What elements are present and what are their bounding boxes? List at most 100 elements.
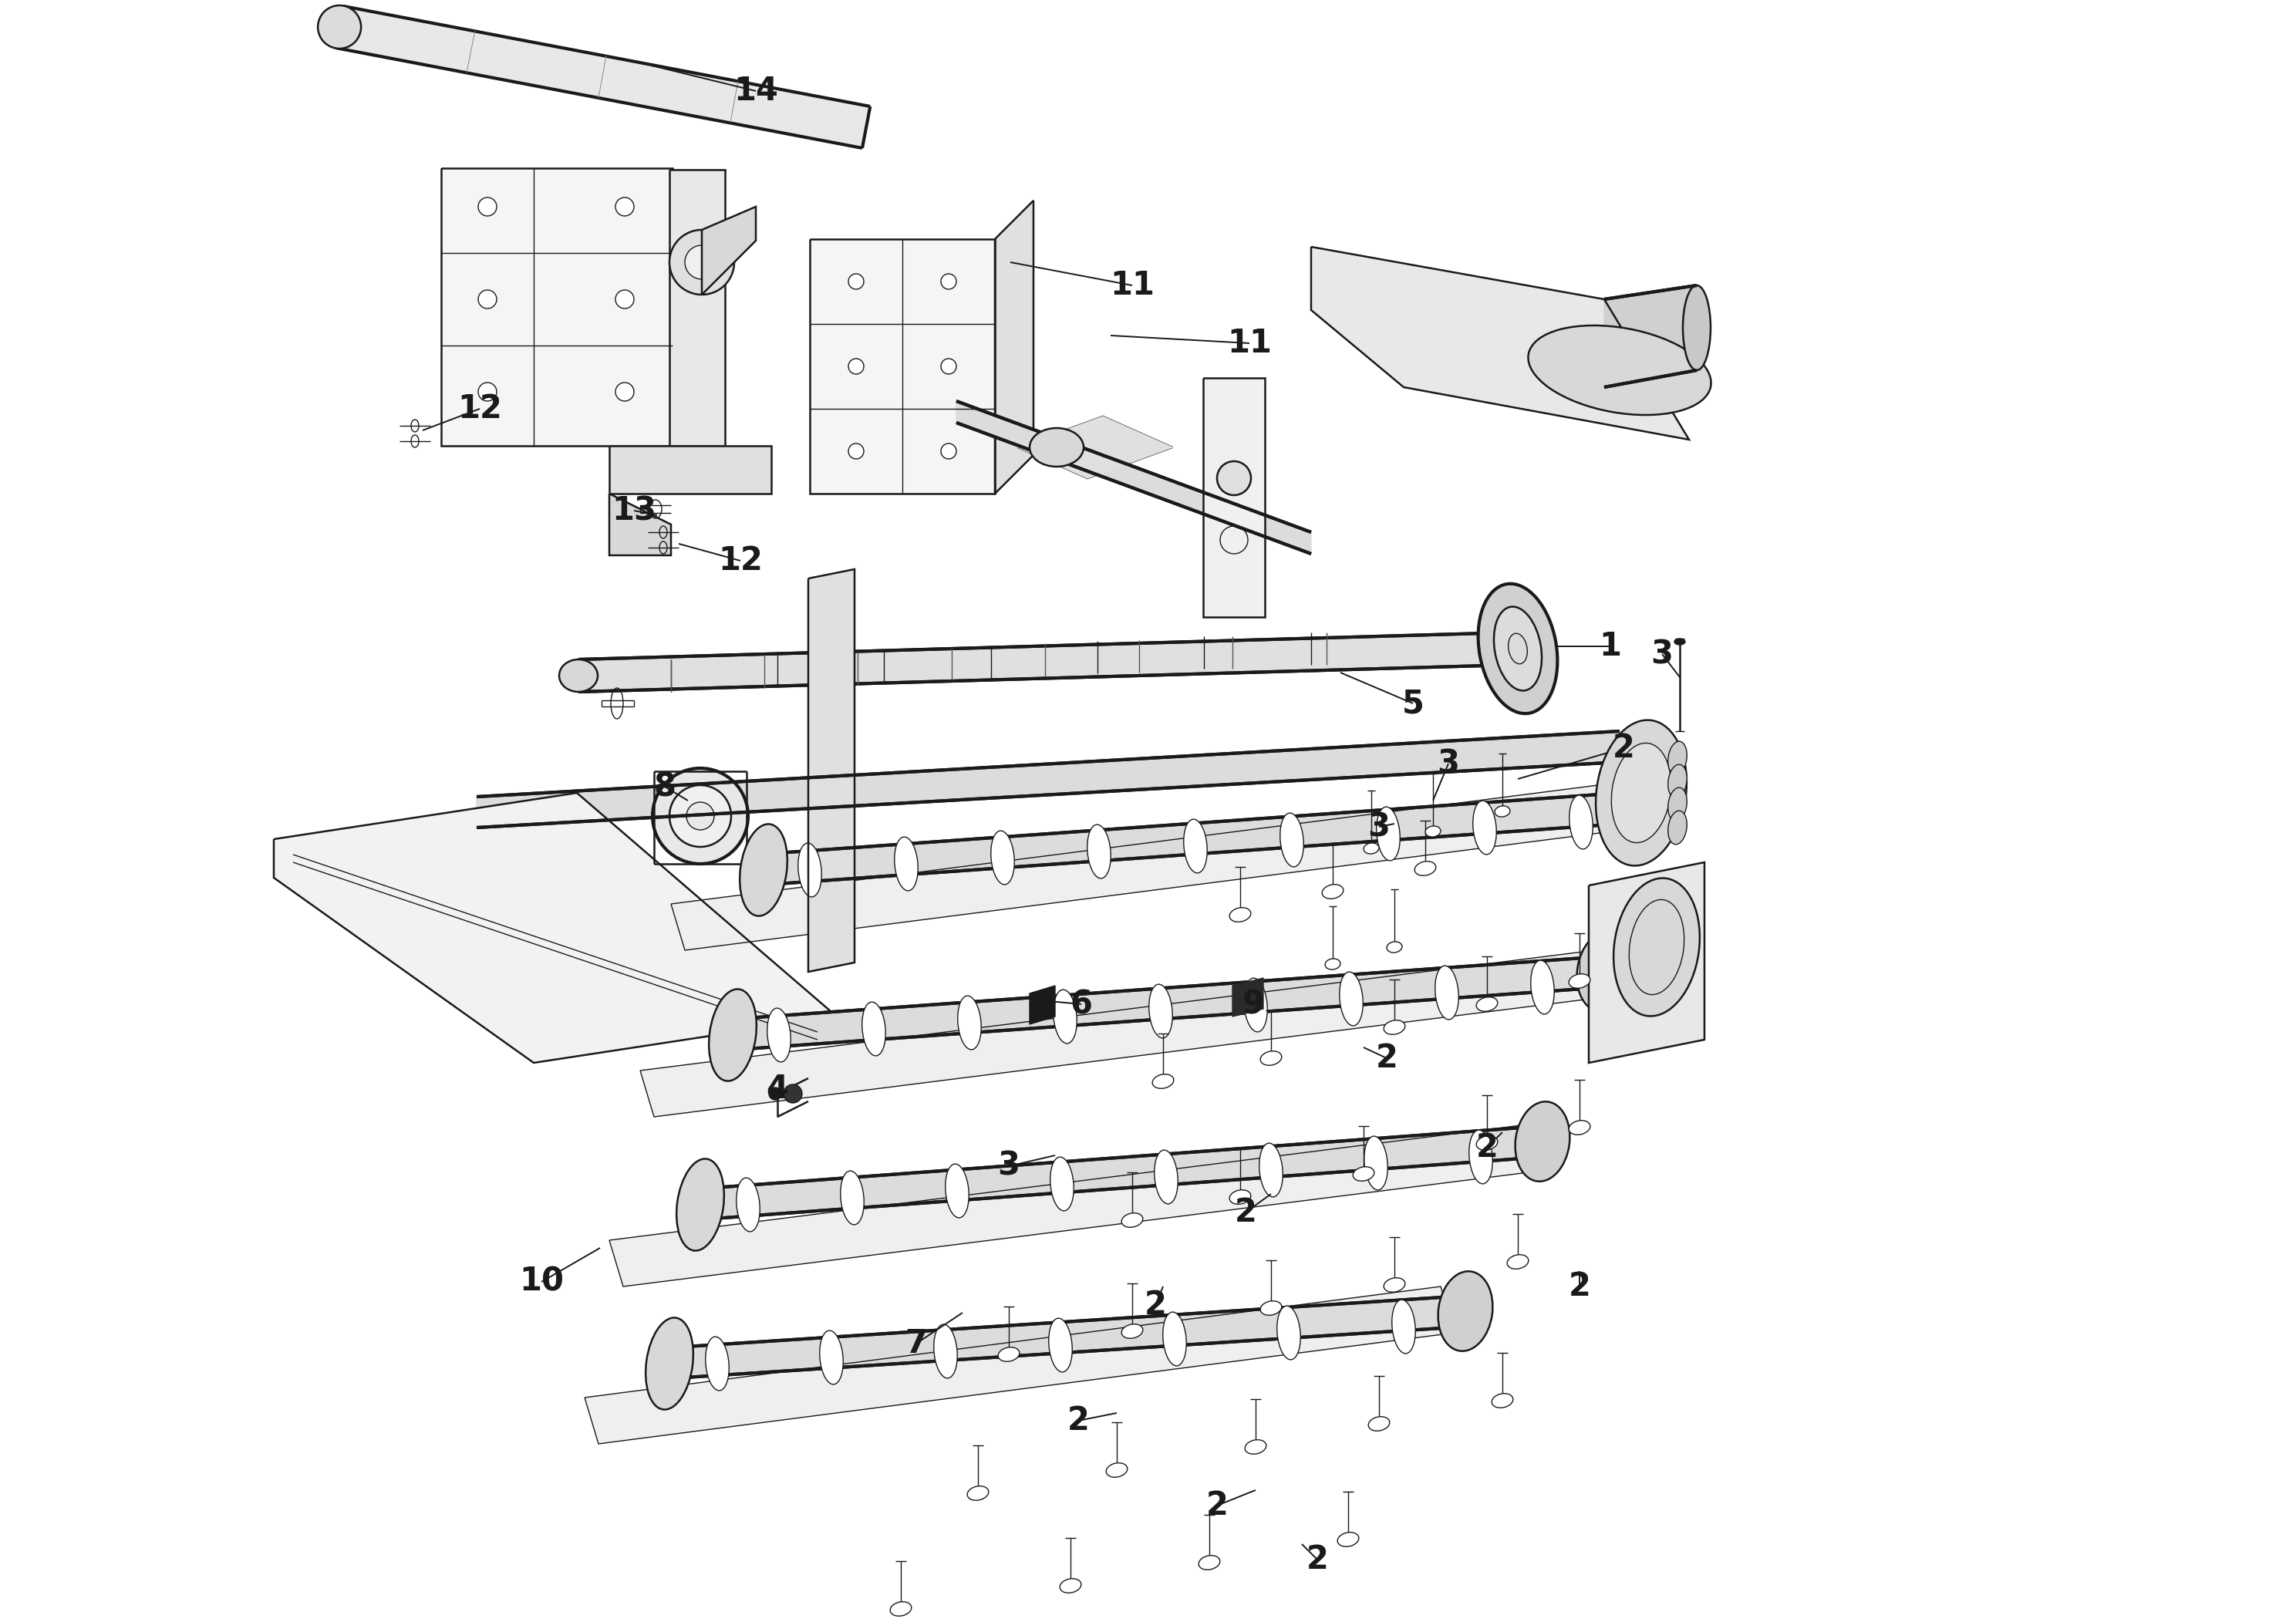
Ellipse shape <box>967 1486 990 1500</box>
Ellipse shape <box>847 274 863 289</box>
Ellipse shape <box>1596 720 1688 866</box>
Ellipse shape <box>1568 795 1593 848</box>
Ellipse shape <box>1674 639 1685 646</box>
Ellipse shape <box>1529 326 1711 415</box>
Text: 14: 14 <box>732 75 778 107</box>
Ellipse shape <box>478 290 496 308</box>
Ellipse shape <box>1244 978 1267 1032</box>
Ellipse shape <box>1049 1319 1072 1372</box>
Polygon shape <box>608 446 771 493</box>
Ellipse shape <box>1217 461 1251 495</box>
Ellipse shape <box>1384 1020 1405 1035</box>
Ellipse shape <box>1120 1213 1143 1228</box>
Text: 2: 2 <box>1612 732 1635 764</box>
Text: 10: 10 <box>519 1265 565 1298</box>
Polygon shape <box>670 777 1671 950</box>
Text: 1: 1 <box>1600 629 1621 662</box>
Text: 3: 3 <box>1651 637 1674 670</box>
Ellipse shape <box>1258 1144 1283 1197</box>
Ellipse shape <box>783 1085 801 1103</box>
Ellipse shape <box>1614 878 1699 1015</box>
Ellipse shape <box>1531 960 1554 1014</box>
Polygon shape <box>441 169 673 446</box>
Polygon shape <box>1017 417 1173 478</box>
Polygon shape <box>1605 285 1697 388</box>
Polygon shape <box>1203 378 1265 616</box>
Ellipse shape <box>946 1165 969 1218</box>
Text: 3: 3 <box>1368 811 1389 843</box>
Ellipse shape <box>1612 743 1671 843</box>
Polygon shape <box>810 238 994 493</box>
Ellipse shape <box>1199 1555 1219 1570</box>
Ellipse shape <box>1153 1074 1173 1088</box>
Ellipse shape <box>1162 1312 1187 1366</box>
Text: 12: 12 <box>719 545 762 577</box>
Ellipse shape <box>1029 428 1084 467</box>
Ellipse shape <box>957 996 980 1049</box>
Polygon shape <box>478 732 1619 827</box>
Text: 2: 2 <box>1306 1543 1329 1575</box>
Ellipse shape <box>1185 819 1208 873</box>
Ellipse shape <box>739 824 788 916</box>
Text: 9: 9 <box>1242 988 1265 1020</box>
Ellipse shape <box>999 1348 1019 1361</box>
Ellipse shape <box>687 803 714 830</box>
Ellipse shape <box>1244 1440 1267 1453</box>
Ellipse shape <box>1277 1306 1300 1359</box>
Ellipse shape <box>615 198 634 216</box>
Ellipse shape <box>1391 1299 1414 1353</box>
Ellipse shape <box>1364 1135 1387 1191</box>
Ellipse shape <box>1435 965 1458 1020</box>
Text: 2: 2 <box>1568 1270 1591 1302</box>
Ellipse shape <box>840 1171 863 1225</box>
Polygon shape <box>585 1286 1456 1444</box>
Ellipse shape <box>895 837 918 890</box>
Ellipse shape <box>478 198 496 216</box>
Ellipse shape <box>1667 764 1688 798</box>
Ellipse shape <box>1495 607 1541 691</box>
Ellipse shape <box>941 358 957 375</box>
Ellipse shape <box>1568 1121 1591 1135</box>
Polygon shape <box>693 1126 1543 1220</box>
Ellipse shape <box>1476 998 1497 1012</box>
Ellipse shape <box>1088 824 1111 879</box>
Ellipse shape <box>478 383 496 401</box>
Text: 3: 3 <box>1437 748 1460 780</box>
Ellipse shape <box>1426 826 1440 837</box>
Text: 2: 2 <box>1205 1489 1228 1521</box>
Ellipse shape <box>1281 813 1304 866</box>
Ellipse shape <box>1387 942 1403 952</box>
Polygon shape <box>755 792 1642 886</box>
Text: 11: 11 <box>1109 269 1155 302</box>
Ellipse shape <box>891 1603 912 1616</box>
Ellipse shape <box>317 5 360 49</box>
Ellipse shape <box>934 1325 957 1379</box>
Ellipse shape <box>1667 811 1688 845</box>
Text: 6: 6 <box>1070 988 1093 1020</box>
Polygon shape <box>579 633 1511 693</box>
Text: 11: 11 <box>1226 328 1272 360</box>
Ellipse shape <box>1384 1278 1405 1293</box>
Ellipse shape <box>677 1158 723 1251</box>
Ellipse shape <box>1054 989 1077 1043</box>
Polygon shape <box>1233 978 1263 1017</box>
Ellipse shape <box>861 1002 886 1056</box>
Ellipse shape <box>1352 1166 1375 1181</box>
Ellipse shape <box>1667 741 1688 775</box>
Ellipse shape <box>737 1178 760 1231</box>
Ellipse shape <box>820 1330 843 1384</box>
Ellipse shape <box>1469 1131 1492 1184</box>
Ellipse shape <box>941 274 957 289</box>
Ellipse shape <box>560 660 597 693</box>
Ellipse shape <box>1339 1533 1359 1547</box>
Ellipse shape <box>1120 1324 1143 1338</box>
Polygon shape <box>335 6 870 148</box>
Ellipse shape <box>1061 1578 1081 1593</box>
Ellipse shape <box>1155 1150 1178 1204</box>
Polygon shape <box>808 569 854 972</box>
Polygon shape <box>957 401 1311 553</box>
Ellipse shape <box>847 443 863 459</box>
Ellipse shape <box>1414 861 1435 876</box>
Ellipse shape <box>652 769 748 865</box>
Polygon shape <box>661 1296 1465 1379</box>
